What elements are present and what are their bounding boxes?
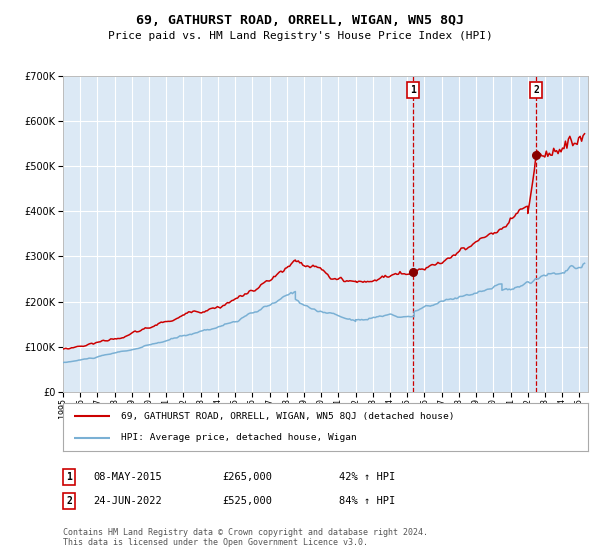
Text: 1: 1: [66, 472, 72, 482]
Text: 08-MAY-2015: 08-MAY-2015: [93, 472, 162, 482]
Text: Price paid vs. HM Land Registry's House Price Index (HPI): Price paid vs. HM Land Registry's House …: [107, 31, 493, 41]
Text: 1: 1: [410, 85, 416, 95]
Text: £265,000: £265,000: [222, 472, 272, 482]
Text: 24-JUN-2022: 24-JUN-2022: [93, 496, 162, 506]
Bar: [413, 76, 588, 392]
Text: 42% ↑ HPI: 42% ↑ HPI: [339, 472, 395, 482]
Text: Contains HM Land Registry data © Crown copyright and database right 2024.
This d: Contains HM Land Registry data © Crown c…: [63, 528, 428, 547]
Text: £525,000: £525,000: [222, 496, 272, 506]
Text: 84% ↑ HPI: 84% ↑ HPI: [339, 496, 395, 506]
Text: 2: 2: [533, 85, 539, 95]
Text: 69, GATHURST ROAD, ORRELL, WIGAN, WN5 8QJ (detached house): 69, GATHURST ROAD, ORRELL, WIGAN, WN5 8Q…: [121, 412, 454, 421]
Text: HPI: Average price, detached house, Wigan: HPI: Average price, detached house, Wiga…: [121, 433, 356, 442]
Text: 69, GATHURST ROAD, ORRELL, WIGAN, WN5 8QJ: 69, GATHURST ROAD, ORRELL, WIGAN, WN5 8Q…: [136, 14, 464, 27]
Text: 2: 2: [66, 496, 72, 506]
